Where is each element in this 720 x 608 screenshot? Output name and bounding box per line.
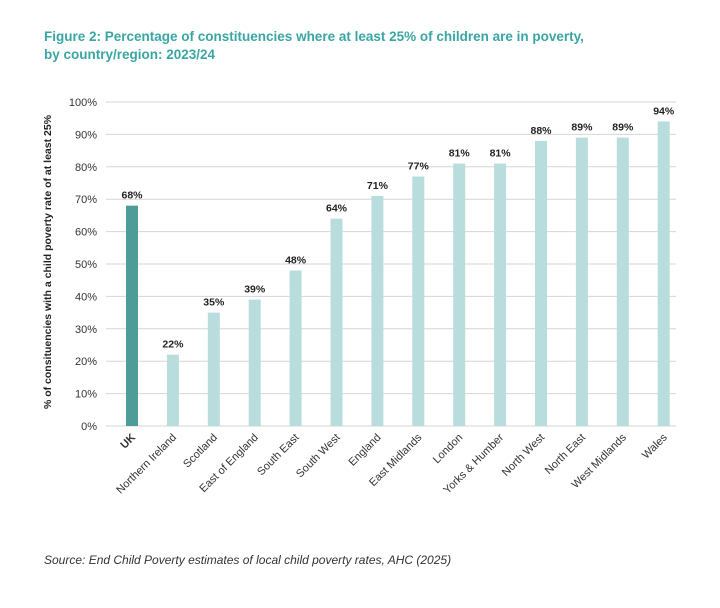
bar: [535, 140, 547, 426]
data-label: 48%: [285, 254, 307, 266]
data-label: 89%: [571, 122, 593, 134]
bar: [494, 163, 507, 426]
chart-title: Figure 2: Percentage of constituencies w…: [44, 28, 684, 64]
data-label: 68%: [121, 190, 143, 202]
bar: [616, 137, 629, 426]
x-category-label: UK: [118, 432, 138, 452]
bar: [453, 163, 466, 426]
y-tick-label: 90%: [75, 129, 97, 141]
y-tick-label: 70%: [75, 194, 97, 206]
bar: [412, 176, 425, 426]
bars: [126, 121, 670, 426]
data-label: 89%: [612, 122, 634, 134]
x-category-label: South West: [294, 432, 343, 481]
chart-title-line-2: by country/region: 2023/24: [44, 47, 216, 62]
data-label: 71%: [367, 180, 389, 192]
bar: [207, 312, 220, 426]
data-label: 35%: [203, 297, 225, 309]
y-tick-label: 20%: [75, 356, 97, 368]
chart-title-line-1: Figure 2: Percentage of constituencies w…: [44, 29, 584, 44]
y-tick-label: 10%: [75, 389, 97, 401]
y-tick-label: 50%: [75, 259, 97, 271]
data-label: 22%: [162, 339, 184, 351]
bar: [330, 218, 343, 426]
x-category-label: London: [431, 432, 465, 466]
data-label: 94%: [653, 105, 675, 117]
x-category-label: North West: [500, 432, 547, 479]
y-tick-label: 80%: [75, 162, 97, 174]
y-tick-label: 60%: [75, 227, 97, 239]
bar: [166, 354, 179, 426]
data-label: 39%: [244, 284, 266, 296]
y-tick-label: 0%: [81, 421, 97, 433]
bar: [289, 270, 302, 426]
x-category-label: Wales: [640, 431, 670, 461]
data-labels: 68% 22% 35% 39% 48% 64% 71% 77% 81% 81% 88% 89% 89% 9…: [121, 105, 674, 350]
bar: [248, 299, 261, 426]
y-tick-label: 40%: [75, 291, 97, 303]
data-label: 81%: [490, 148, 512, 160]
gridlines: [106, 101, 676, 427]
y-axis-label: % of consituencies with a child poverty …: [42, 114, 54, 409]
bar: [657, 121, 670, 426]
x-category-label: England: [346, 432, 383, 469]
x-category-label: Scotland: [181, 432, 220, 471]
data-label: 88%: [530, 125, 552, 137]
bar: [575, 137, 588, 426]
bar: [126, 205, 138, 426]
data-label: 81%: [449, 148, 471, 160]
y-tick-label: 30%: [75, 324, 97, 336]
bar: [371, 195, 384, 426]
data-label: 64%: [326, 203, 348, 215]
y-tick-label: 100%: [69, 97, 97, 109]
data-label: 77%: [408, 161, 430, 173]
source-note: Source: End Child Poverty estimates of l…: [44, 553, 452, 567]
y-axis-ticks: 0% 10% 20% 30% 40% 50% 60% 70% 80% 90% 100%: [69, 97, 97, 433]
